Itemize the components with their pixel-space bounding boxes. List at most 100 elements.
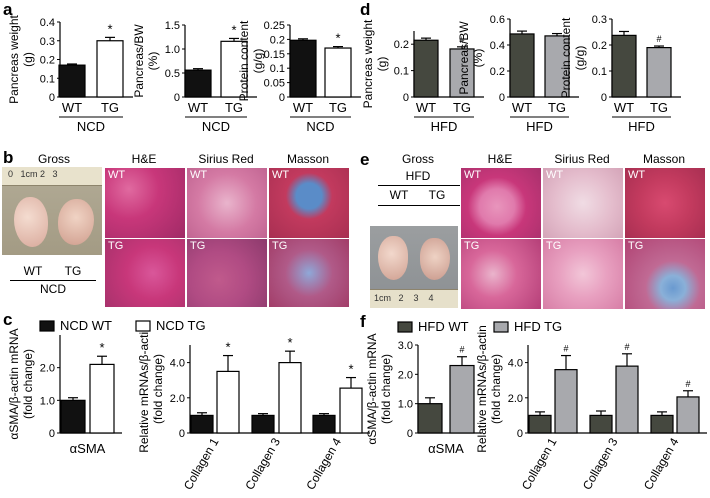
x-tick-label-WT: WT: [512, 100, 532, 115]
sirius-tg-tag: TG: [190, 240, 206, 252]
y-axis-label-line: Relative mRNAs/β-actin: [475, 325, 489, 453]
x-tick-label-Collagen 1: Collagen 1: [519, 435, 560, 492]
legend-ncd: NCD WT NCD TG: [39, 318, 206, 333]
y-axis-label-line: (g/g): [573, 46, 587, 71]
y-tick-label-d3: 0.2: [592, 40, 607, 52]
bar-NCD-TG-2: [339, 387, 363, 434]
panel-label-c: c: [3, 310, 13, 329]
panel-label-e: e: [360, 150, 370, 169]
y-axis-label-c1: αSMA/β-actin mRNA(fold change): [7, 328, 35, 439]
y-axis-label-c2: Relative mRNAs/β-actin(fold change): [137, 325, 165, 453]
masson-wt-image-hfd: WT: [624, 167, 706, 239]
legend-swatch: [135, 320, 151, 332]
he-tg-tag-e: TG: [464, 240, 480, 252]
he-wt-image: WT: [104, 167, 186, 239]
ruler-hfd: 1cm 2 3 4: [370, 289, 458, 308]
bar-TG: [449, 48, 475, 98]
masson-wt-tag: WT: [272, 169, 290, 181]
bar-WT: [413, 39, 439, 98]
pancreas-tg: [58, 199, 94, 245]
gross-title-e: Gross: [401, 152, 434, 166]
significance-mark: *: [335, 31, 340, 46]
pancreas-wt: [14, 197, 48, 247]
gross-label-wt-b: WT: [23, 264, 43, 278]
y-tick-label-d1: 0.2: [394, 39, 409, 51]
y-axis-label-line: (fold change): [379, 354, 393, 424]
y-tick-label-f1: 1.0: [398, 399, 413, 411]
sirius-tg-image-hfd: TG: [542, 238, 624, 310]
gross-label-wt-e: WT: [389, 188, 409, 202]
stain-title-sirius-e: Sirius Red: [554, 152, 610, 166]
legend-label: NCD WT: [60, 318, 112, 333]
y-tick-label-f1: 3.0: [398, 340, 413, 352]
stain-title-he-e: H&E: [487, 152, 513, 166]
x-tick-label-WT: WT: [614, 100, 634, 115]
he-wt-tag-e: WT: [464, 169, 482, 181]
chart-a1: 0 0.1 0.2 0.3 0.4 Pancreas weight(g) WT * TG NCD: [7, 14, 133, 134]
legend-swatch: [493, 321, 509, 333]
y-tick-label-a3: 0: [279, 92, 285, 104]
bar-WT: [289, 39, 317, 98]
chart-c2: 0 2.0 4.0 Relative mRNAs/β-actin(fold chang…: [137, 325, 370, 492]
y-tick-label-f1: 2.0: [398, 369, 413, 381]
significance-mark: #: [459, 345, 464, 355]
bar-WT: [58, 64, 86, 98]
y-tick-label-a3: 0.05: [264, 78, 285, 90]
stain-title-masson-b: Masson: [286, 152, 330, 166]
bar-NCD-TG-0: [89, 363, 115, 434]
panel-label-f: f: [360, 312, 366, 331]
x-tick-label-Collagen 3: Collagen 3: [242, 435, 283, 492]
y-tick-label-d2: 0.6: [490, 14, 505, 26]
panel-label-d: d: [360, 0, 371, 19]
y-tick-label-a1: 0.1: [40, 73, 55, 85]
y-tick-label-a2: 0: [174, 92, 180, 104]
group-label-HFD: HFD: [431, 119, 458, 134]
bar-WT: [184, 69, 212, 98]
legend-swatch: [39, 320, 55, 332]
significance-mark: *: [348, 362, 353, 377]
y-axis-label-line: Pancreas/BW: [457, 21, 471, 95]
gross-divider-e2: [378, 205, 460, 206]
sirius-tg-tag-e: TG: [546, 240, 562, 252]
significance-mark: #: [459, 35, 464, 45]
bar-HFD-TG-1: [615, 365, 639, 434]
significance-mark: *: [287, 335, 292, 350]
x-tick-label-TG: TG: [453, 100, 471, 115]
y-tick-label-a1: 0.4: [40, 17, 55, 29]
legend-swatch: [397, 321, 413, 333]
y-tick-label-a3: 0.15: [264, 49, 285, 61]
y-axis-label-line: (fold change): [151, 354, 165, 424]
bar-TG: [646, 46, 672, 98]
panel-label-b: b: [3, 148, 14, 167]
x-tick-label-TG: TG: [101, 100, 119, 115]
gross-label-tg-e: TG: [428, 188, 446, 202]
bar-HFD-TG-2: [676, 396, 700, 434]
x-tick-label-TG: TG: [650, 100, 668, 115]
x-tick-label-Collagen 3: Collagen 3: [580, 435, 621, 492]
masson-tg-tag: TG: [272, 240, 288, 252]
bar-HFD-WT-2: [650, 414, 674, 434]
significance-mark: #: [563, 344, 568, 354]
bar-TG: [96, 40, 124, 98]
sirius-tg-image: TG: [186, 238, 268, 308]
bar-NCD-WT-0: [60, 399, 86, 434]
chart-d2: 0 0.2 0.4 0.6 Pancreas/BW(%) WT TG HFD: [457, 14, 579, 134]
x-tick-label-αSMA: αSMA: [428, 441, 464, 456]
y-tick-label-f2: 0: [517, 428, 523, 440]
chart-c1: 0 1.0 2.0 αSMA/β-actin mRNA(fold change) * αS…: [7, 328, 122, 456]
gross-subtitle-e: HFD: [405, 169, 431, 183]
group-label-NCD: NCD: [202, 119, 230, 134]
significance-mark: *: [225, 340, 230, 355]
y-axis-label-f2: Relative mRNAs/β-actin(fold change): [475, 325, 503, 453]
y-axis-label-line: (fold change): [489, 354, 503, 424]
x-tick-label-Collagen 4: Collagen 4: [641, 435, 682, 492]
significance-mark: #: [624, 342, 629, 352]
stain-title-masson-e: Masson: [642, 152, 686, 166]
group-label-HFD: HFD: [526, 119, 553, 134]
bar-NCD-TG-1: [278, 362, 302, 434]
chart-f2: 0 2.0 4.0 Relative mRNAs/β-actin(fold chang…: [475, 325, 707, 492]
stain-title-sirius-b: Sirius Red: [198, 152, 254, 166]
y-tick-label-c2: 0: [179, 428, 185, 440]
